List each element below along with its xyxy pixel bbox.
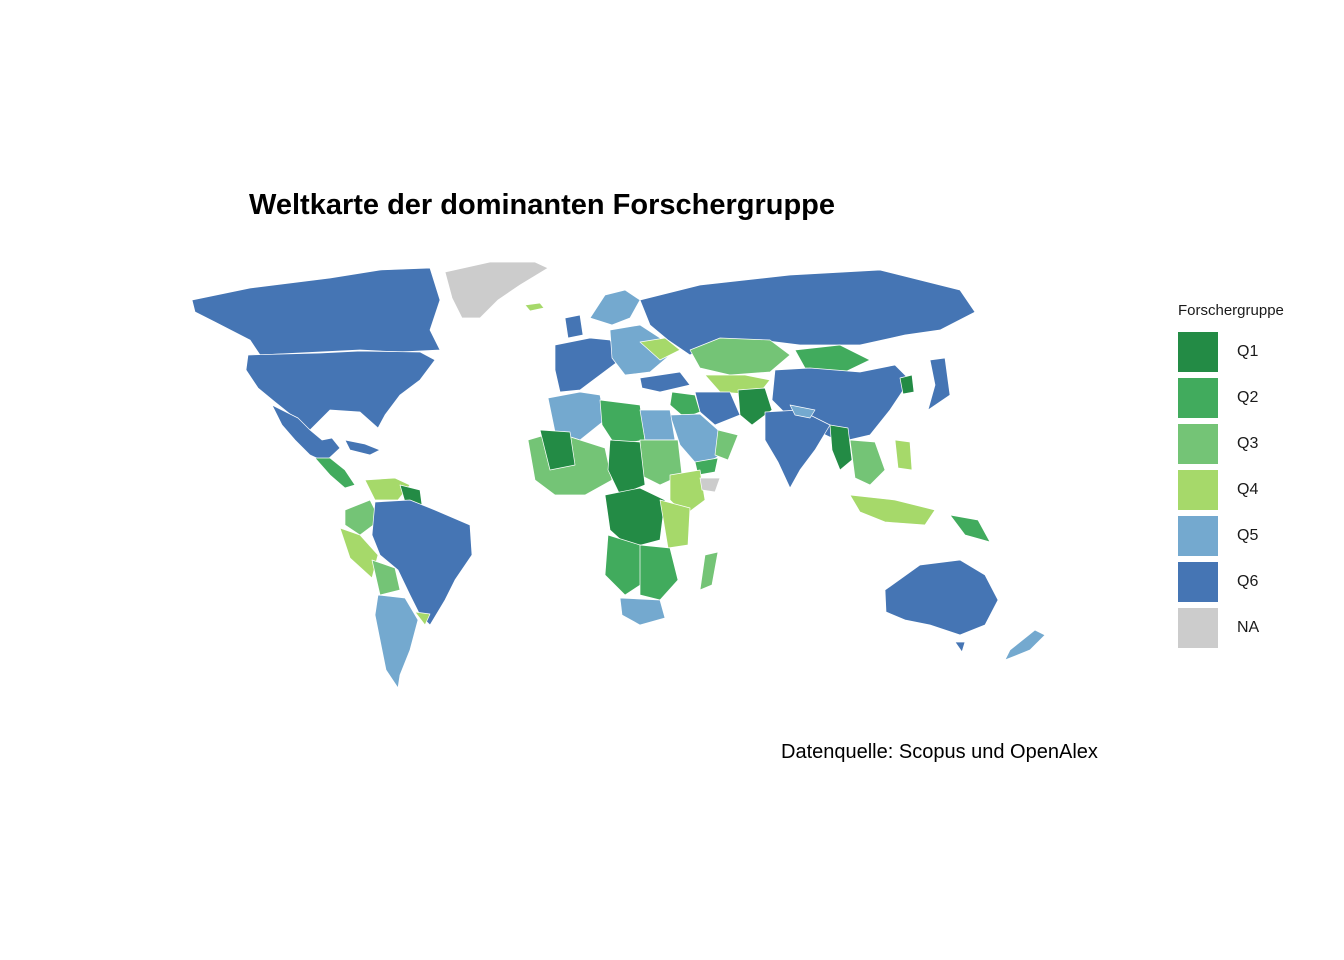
region-korea bbox=[899, 374, 915, 395]
region-brazil bbox=[371, 499, 473, 626]
region-australia bbox=[884, 559, 999, 636]
legend-item: Q1 bbox=[1178, 329, 1328, 375]
region-ethiopia bbox=[669, 469, 706, 516]
region-caribbean bbox=[344, 439, 381, 456]
region-southeast-asia bbox=[849, 439, 886, 486]
region-somalia bbox=[699, 477, 721, 493]
region-turkey bbox=[639, 371, 691, 393]
region-papua-new-guinea bbox=[949, 514, 991, 543]
map-title: Weltkarte der dominanten Forschergruppe bbox=[249, 189, 836, 221]
region-east-africa bbox=[659, 499, 691, 549]
region-usa bbox=[245, 350, 436, 431]
region-south-africa bbox=[619, 597, 666, 626]
region-afghanistan-pakistan bbox=[737, 387, 773, 426]
region-nepal bbox=[789, 404, 816, 419]
region-oman bbox=[714, 429, 739, 461]
region-bolivia bbox=[371, 559, 401, 596]
region-uk bbox=[564, 314, 584, 339]
region-tasmania bbox=[954, 641, 966, 653]
region-russia bbox=[639, 269, 976, 356]
region-greenland bbox=[444, 261, 549, 319]
region-japan bbox=[927, 357, 951, 411]
region-scandinavia bbox=[589, 289, 641, 326]
region-eastern-europe bbox=[609, 324, 671, 376]
region-chad-car bbox=[607, 439, 646, 496]
region-western-europe bbox=[554, 337, 621, 393]
region-argentina-chile bbox=[374, 594, 419, 689]
legend: Forschergruppe Q1 Q2 Q3 Q4 Q5 Q6 NA bbox=[1178, 302, 1328, 651]
region-madagascar bbox=[699, 551, 719, 591]
legend-item: Q4 bbox=[1178, 467, 1328, 513]
data-source-caption: Datenquelle: Scopus und OpenAlex bbox=[781, 741, 1098, 763]
legend-swatch-q4 bbox=[1178, 470, 1218, 510]
region-philippines bbox=[894, 439, 913, 471]
region-mali bbox=[539, 429, 576, 471]
legend-label: Q5 bbox=[1237, 527, 1259, 544]
region-libya bbox=[599, 399, 646, 446]
legend-item: Q6 bbox=[1178, 559, 1328, 605]
region-southern-africa bbox=[639, 544, 679, 601]
region-indonesia bbox=[849, 494, 936, 526]
region-uruguay bbox=[414, 611, 431, 626]
region-kazakhstan bbox=[689, 337, 791, 376]
region-ukraine bbox=[639, 337, 681, 361]
region-colombia bbox=[344, 499, 381, 536]
region-congo bbox=[604, 487, 666, 549]
legend-label: Q4 bbox=[1237, 481, 1259, 498]
region-india bbox=[764, 409, 831, 489]
region-egypt bbox=[639, 409, 676, 441]
legend-swatch-q1 bbox=[1178, 332, 1218, 372]
legend-swatch-q2 bbox=[1178, 378, 1218, 418]
legend-label: Q6 bbox=[1237, 573, 1259, 590]
region-iceland bbox=[524, 302, 545, 312]
region-angola bbox=[604, 534, 649, 596]
legend-swatch-q3 bbox=[1178, 424, 1218, 464]
legend-label: Q2 bbox=[1237, 389, 1259, 406]
legend-title: Forschergruppe bbox=[1178, 302, 1284, 319]
region-myanmar bbox=[829, 424, 853, 471]
legend-item: Q2 bbox=[1178, 375, 1328, 421]
legend-label: Q3 bbox=[1237, 435, 1259, 452]
legend-label: Q1 bbox=[1237, 343, 1259, 360]
legend-item: NA bbox=[1178, 605, 1328, 651]
region-central-america bbox=[314, 457, 356, 489]
legend-item: Q3 bbox=[1178, 421, 1328, 467]
legend-label: NA bbox=[1237, 619, 1260, 636]
legend-item: Q5 bbox=[1178, 513, 1328, 559]
region-mongolia bbox=[794, 344, 871, 373]
region-mexico bbox=[271, 404, 341, 463]
region-canada bbox=[191, 267, 441, 356]
legend-swatch-q5 bbox=[1178, 516, 1218, 556]
legend-swatch-q6 bbox=[1178, 562, 1218, 602]
legend-swatch-na bbox=[1178, 608, 1218, 648]
region-new-zealand bbox=[1004, 629, 1046, 661]
